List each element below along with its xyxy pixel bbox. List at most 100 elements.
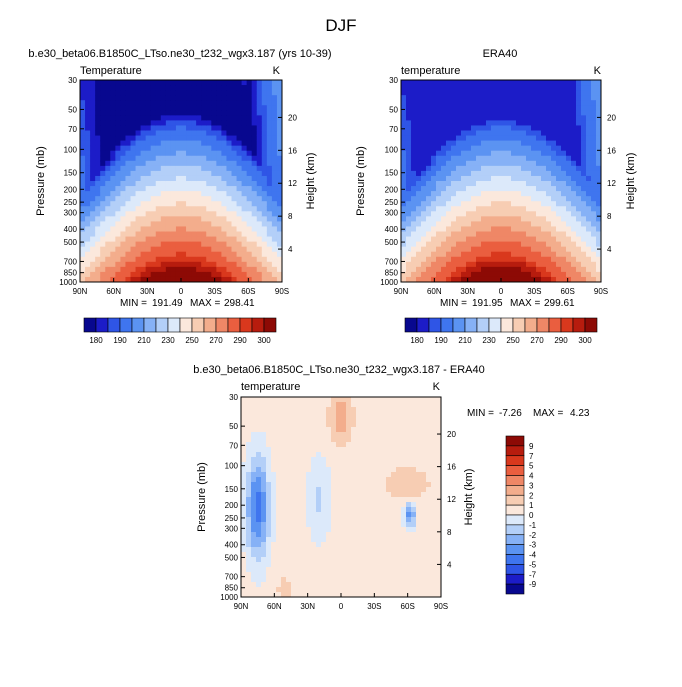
obs-field-cell xyxy=(521,90,527,96)
obs-field-cell xyxy=(551,171,557,177)
difference-field-cell xyxy=(321,582,327,588)
difference-field-cell xyxy=(246,397,252,403)
difference-field-cell xyxy=(256,507,262,513)
difference-field-cell xyxy=(336,397,342,403)
difference-field-cell xyxy=(291,457,297,463)
obs-field-cell xyxy=(516,176,522,182)
model-field-cell xyxy=(247,166,253,172)
obs-field-cell xyxy=(451,226,457,232)
obs-field-cell xyxy=(496,146,502,152)
difference-field-cell xyxy=(291,437,297,443)
obs-field-cell xyxy=(471,80,477,86)
obs-field-cell xyxy=(556,151,562,157)
obs-field-cell xyxy=(506,196,512,202)
model-field-cell xyxy=(105,100,111,106)
model-field-cell xyxy=(272,272,278,278)
difference-field-cell xyxy=(406,562,412,568)
model-field-cell xyxy=(206,125,212,131)
obs-field-cell xyxy=(421,100,427,106)
difference-field-cell xyxy=(391,477,397,483)
obs-field-cell xyxy=(461,196,467,202)
model-field-cell xyxy=(257,206,263,212)
model-field-cell xyxy=(125,181,131,187)
model-field-cell xyxy=(171,136,177,142)
obs-field-cell xyxy=(461,216,467,222)
difference-field-cell xyxy=(331,562,337,568)
difference-field-cell xyxy=(321,517,327,523)
difference-field-cell xyxy=(391,397,397,403)
obs-field-cell xyxy=(451,141,457,147)
obs-field-cell xyxy=(431,156,437,162)
obs-field-cell xyxy=(591,136,597,142)
model-field-cell xyxy=(191,105,197,111)
model-field-cell xyxy=(221,100,227,106)
difference-field-cell xyxy=(316,512,322,518)
model-field-cell xyxy=(161,141,167,147)
obs-field-cell xyxy=(566,221,572,227)
difference-field-cell xyxy=(276,572,282,578)
difference-field-cell xyxy=(401,507,407,513)
difference-field-cell xyxy=(261,407,267,413)
obs-field-cell xyxy=(451,85,457,91)
model-field-cell xyxy=(110,95,116,101)
difference-field-cell xyxy=(361,417,367,423)
model-field-cell xyxy=(156,131,162,137)
model-field-cell xyxy=(90,100,96,106)
difference-field-cell xyxy=(416,512,422,518)
difference-field-cell xyxy=(406,432,412,438)
obs-field-cell xyxy=(521,247,527,253)
model-field-cell xyxy=(120,161,126,167)
model-field-cell xyxy=(181,272,187,278)
difference-field-cell xyxy=(251,402,257,408)
obs-field-cell xyxy=(576,120,582,126)
obs-field-cell xyxy=(466,226,472,232)
obs-field-cell xyxy=(591,125,597,131)
obs-field-cell xyxy=(456,90,462,96)
difference-x-tick-label: 60S xyxy=(401,602,415,611)
obs-field-cell xyxy=(436,156,442,162)
obs-field-cell xyxy=(581,181,587,187)
obs-field-cell xyxy=(436,196,442,202)
obs-field-cell xyxy=(471,267,477,273)
difference-field-cell xyxy=(431,472,437,478)
model-field-cell xyxy=(181,115,187,121)
difference-field-cell xyxy=(401,532,407,538)
difference-field-cell xyxy=(301,502,307,508)
obs-field-cell xyxy=(401,146,407,152)
model-field-cell xyxy=(206,242,212,248)
model-field-cell xyxy=(267,181,273,187)
obs-field-cell xyxy=(536,262,542,268)
obs-field-cell xyxy=(486,242,492,248)
model-field-cell xyxy=(90,156,96,162)
model-colorbar-swatch xyxy=(216,318,228,332)
obs-field-cell xyxy=(471,171,477,177)
obs-field-cell xyxy=(456,196,462,202)
difference-field-cell xyxy=(296,457,302,463)
difference-field-cell xyxy=(416,557,422,563)
obs-field-cell xyxy=(516,80,522,86)
obs-field-cell xyxy=(571,125,577,131)
difference-field-cell xyxy=(386,447,392,453)
difference-field-cell xyxy=(376,437,382,443)
difference-field-cell xyxy=(306,412,312,418)
obs-field-cell xyxy=(436,141,442,147)
model-field-cell xyxy=(181,216,187,222)
difference-field-cell xyxy=(401,422,407,428)
model-field-cell xyxy=(272,151,278,157)
model-field-cell xyxy=(201,247,207,253)
obs-field-cell xyxy=(416,262,422,268)
difference-field-cell xyxy=(281,567,287,573)
difference-field-cell xyxy=(251,477,257,483)
difference-field-cell xyxy=(296,442,302,448)
obs-field-cell xyxy=(551,272,557,278)
difference-field-cell xyxy=(431,407,437,413)
obs-field-cell xyxy=(586,161,592,167)
difference-field-cell xyxy=(256,432,262,438)
model-field-cell xyxy=(125,186,131,192)
obs-field-cell xyxy=(481,151,487,157)
difference-field-cell xyxy=(286,457,292,463)
obs-field-cell xyxy=(526,125,532,131)
obs-field-cell xyxy=(496,226,502,232)
model-field-cell xyxy=(95,141,101,147)
obs-field-cell xyxy=(496,100,502,106)
